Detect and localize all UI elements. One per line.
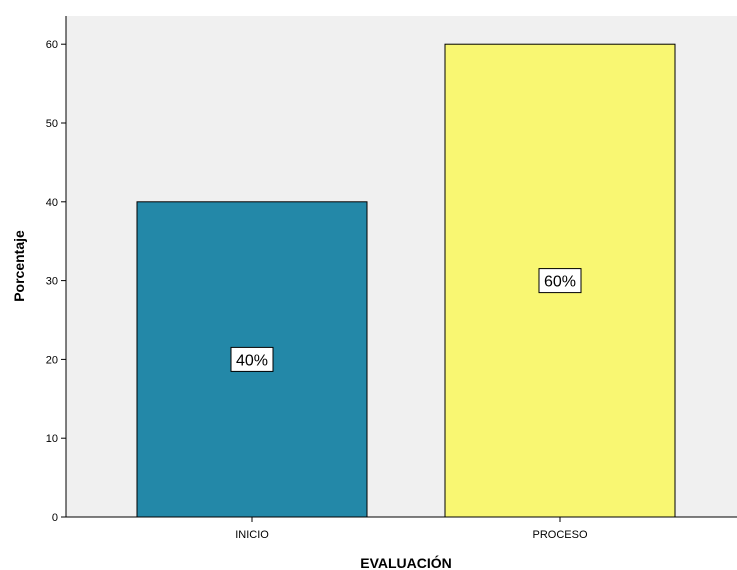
y-tick-label: 30 (46, 276, 58, 288)
x-axis-title: EVALUACIÓN (360, 554, 452, 570)
y-tick-label: 0 (52, 512, 58, 524)
y-tick-label: 20 (46, 354, 58, 366)
x-ticks-group: INICIO PROCESO (235, 517, 588, 541)
data-label: 60% (544, 274, 576, 291)
y-axis-title: Porcentaje (11, 230, 27, 302)
x-tick-label: PROCESO (532, 529, 587, 541)
y-tick-label: 10 (46, 433, 58, 445)
data-label-box (230, 346, 274, 372)
y-tick-label: 60 (46, 39, 58, 51)
y-ticks-group: 0 10 20 30 40 50 60 (46, 39, 66, 524)
x-tick-label: INICIO (235, 529, 269, 541)
data-labels-group: 40% 60% (230, 268, 582, 372)
y-tick-label: 40 (46, 197, 58, 209)
y-tick-label: 50 (46, 118, 58, 130)
data-label-box (538, 268, 582, 294)
data-label: 40% (236, 352, 268, 369)
